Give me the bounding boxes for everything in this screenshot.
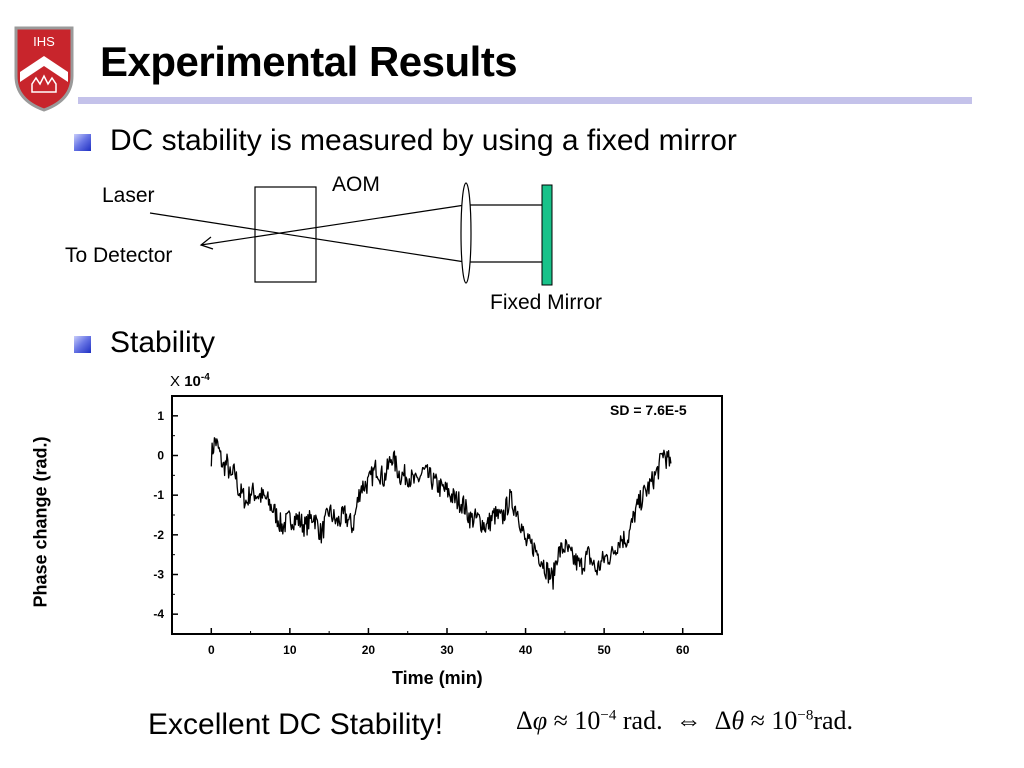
x-axis-title: Time (min) — [392, 668, 483, 688]
x-tick-label: 0 — [208, 643, 215, 657]
conclusion-text: Excellent DC Stability! — [148, 708, 444, 741]
x-tick-label: 20 — [362, 643, 376, 657]
y-tick-label: -3 — [153, 568, 164, 582]
lens — [460, 182, 472, 284]
detector-arrow-head — [199, 236, 214, 250]
sd-annotation: SD = 7.6E-5 — [610, 402, 687, 418]
y-axis-title: Phase change (rad.) — [30, 436, 51, 608]
bullet-square-icon — [74, 134, 91, 151]
logo-text: IHS — [33, 34, 55, 49]
fixed-mirror-label: Fixed Mirror — [490, 291, 603, 314]
aom-label: AOM — [332, 173, 380, 196]
laser-beam-in — [149, 212, 466, 263]
y-tick-label: 1 — [157, 409, 164, 423]
ihs-logo: IHS — [14, 26, 74, 112]
bullet-text-1: DC stability is measured by using a fixe… — [110, 124, 737, 157]
y-tick-label: -4 — [153, 607, 164, 621]
logo-chevron — [20, 56, 68, 82]
return-beam — [200, 204, 466, 246]
to-detector-label: To Detector — [65, 244, 173, 267]
y-multiplier: X 10-4 — [170, 372, 210, 390]
title-underline — [78, 97, 972, 104]
aom-box — [254, 186, 317, 283]
x-tick-label: 10 — [283, 643, 297, 657]
x-tick-label: 60 — [676, 643, 690, 657]
x-tick-label: 30 — [440, 643, 454, 657]
phase-series-line — [210, 437, 672, 590]
bullet-square-icon — [74, 336, 91, 353]
plot-frame — [171, 395, 723, 635]
bullet-text-2: Stability — [110, 326, 216, 359]
laser-label: Laser — [102, 184, 155, 207]
fixed-mirror — [541, 184, 553, 286]
y-tick-label: -1 — [153, 488, 164, 502]
logo-shield — [14, 26, 74, 112]
x-tick-label: 40 — [519, 643, 533, 657]
optical-setup-diagram — [149, 182, 553, 286]
logo-crown — [31, 74, 57, 93]
stability-formula: Δφ ≈ 10−4 rad. ⇔ Δθ ≈ 10−8rad. — [516, 706, 854, 735]
y-tick-label: -2 — [153, 528, 164, 542]
x-tick-label: 50 — [597, 643, 611, 657]
page-title: Experimental Results — [100, 38, 518, 85]
y-tick-label: 0 — [157, 449, 164, 463]
